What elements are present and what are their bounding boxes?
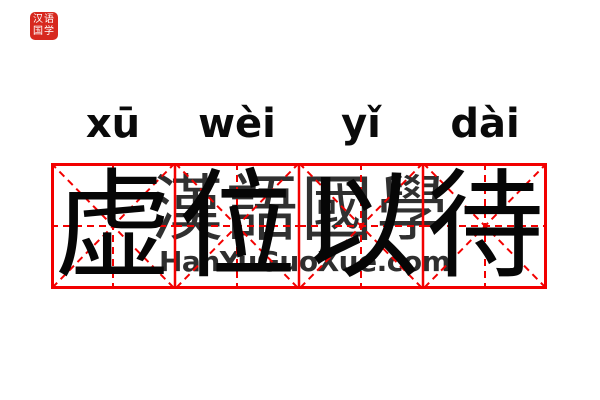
idiom-character-1: 虚 bbox=[53, 157, 172, 295]
grid-cell-1: 虚 bbox=[51, 163, 175, 289]
idiom-character-2: 位 bbox=[177, 157, 296, 295]
watermark-site-url: HanYuGuoXue.com bbox=[159, 245, 451, 278]
pinyin-syllable-2: wèi bbox=[198, 101, 276, 147]
practice-grid bbox=[51, 163, 547, 289]
grid-cell-4: 待 bbox=[423, 163, 547, 289]
grid-cell-3: 以 bbox=[299, 163, 423, 289]
site-seal-logo: 汉语 国学 bbox=[30, 12, 58, 40]
pinyin-row: xū wèi yǐ dài bbox=[51, 101, 547, 147]
idiom-character-3: 以 bbox=[301, 157, 420, 295]
seal-logo-text-line1: 汉语 bbox=[33, 14, 55, 25]
pinyin-syllable-3: yǐ bbox=[341, 101, 381, 147]
seal-logo-text-line2: 国学 bbox=[33, 26, 55, 37]
idiom-character-row: 虚 位 以 待 bbox=[51, 163, 547, 289]
pinyin-syllable-1: xū bbox=[85, 101, 141, 147]
idiom-character-4: 待 bbox=[425, 157, 544, 295]
grid-cell-2: 位 bbox=[175, 163, 299, 289]
pinyin-syllable-4: dài bbox=[450, 101, 520, 147]
